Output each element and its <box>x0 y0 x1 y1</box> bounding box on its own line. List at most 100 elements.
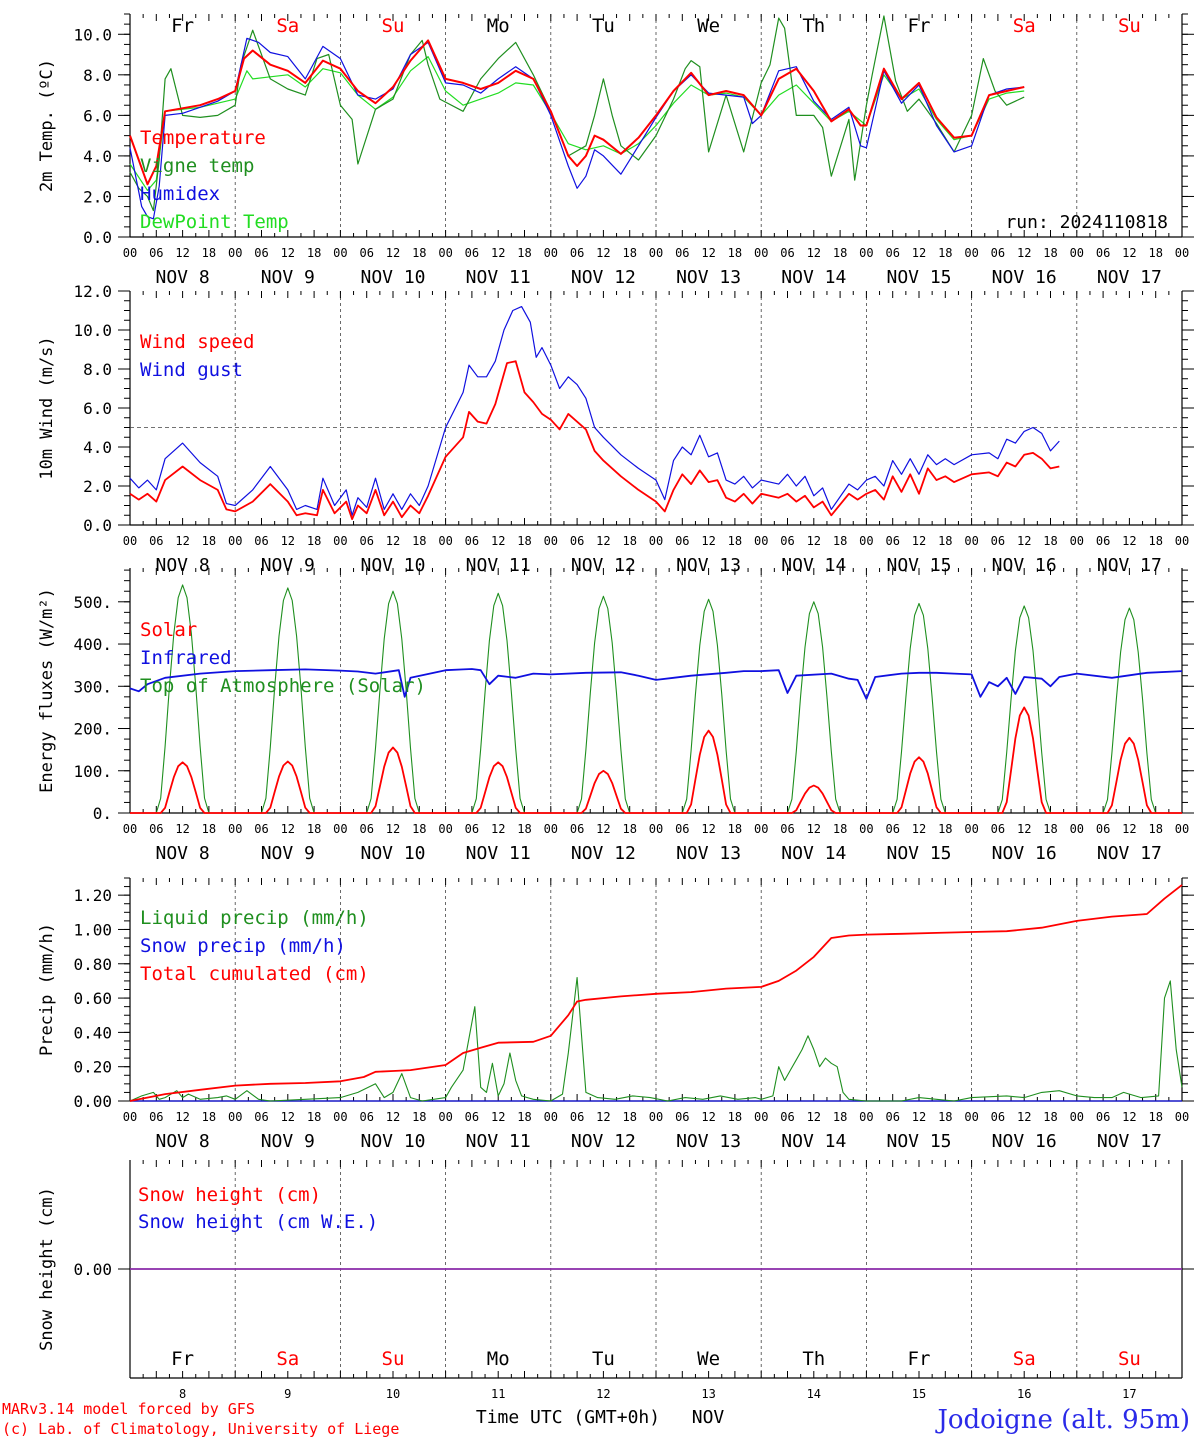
hour-tick-label: 06 <box>675 246 689 260</box>
date-label: NOV 15 <box>886 555 951 576</box>
hour-tick-label: 00 <box>1070 534 1084 548</box>
y-tick-label: 1.20 <box>73 886 112 905</box>
legend-item: Snow precip (mm/h) <box>140 935 346 957</box>
day-name: We <box>697 15 720 37</box>
hour-tick-label: 18 <box>202 1110 216 1124</box>
day-name: Fr <box>171 15 194 37</box>
bottom-day-name: We <box>697 1348 720 1370</box>
hour-tick-label: 18 <box>202 534 216 548</box>
date-label: NOV 11 <box>466 1131 531 1152</box>
y-axis-label: 2m Temp. (ºC) <box>37 59 57 192</box>
date-label: NOV 13 <box>676 1131 741 1152</box>
hour-tick-label: 06 <box>254 1110 268 1124</box>
date-label: NOV 17 <box>1097 1131 1162 1152</box>
legend-item: Snow height (cm W.E.) <box>138 1211 378 1233</box>
hour-tick-label: 12 <box>596 246 610 260</box>
bottom-day-number: 13 <box>701 1387 715 1401</box>
hour-tick-label: 00 <box>544 1110 558 1124</box>
hour-tick-label: 00 <box>123 822 137 836</box>
series-liquid-precip <box>129 976 1183 1102</box>
hour-tick-label: 00 <box>228 822 242 836</box>
hour-tick-label: 06 <box>885 822 899 836</box>
series-total-cumulated <box>129 884 1183 1102</box>
hour-tick-label: 00 <box>333 246 347 260</box>
date-label: NOV 14 <box>781 267 846 288</box>
hour-tick-label: 06 <box>885 246 899 260</box>
hour-tick-label: 00 <box>1070 246 1084 260</box>
hour-tick-label: 06 <box>570 822 584 836</box>
hour-tick-label: 06 <box>885 1110 899 1124</box>
hour-tick-label: 18 <box>938 822 952 836</box>
hour-tick-label: 06 <box>780 246 794 260</box>
hour-tick-label: 00 <box>333 534 347 548</box>
hour-tick-label: 00 <box>1070 822 1084 836</box>
bottom-day-name: Fr <box>908 1348 931 1370</box>
date-label: NOV 12 <box>571 1131 636 1152</box>
hour-tick-label: 00 <box>1175 534 1189 548</box>
date-label: NOV 15 <box>886 267 951 288</box>
hour-tick-label: 06 <box>991 1110 1005 1124</box>
day-name: Tu <box>592 15 615 37</box>
hour-tick-label: 12 <box>701 534 715 548</box>
y-tick-label: 8.0 <box>83 360 112 379</box>
date-label: NOV 12 <box>571 555 636 576</box>
legend-item: Total cumulated (cm) <box>140 963 369 985</box>
bottom-day-name: Th <box>802 1348 825 1370</box>
hour-tick-label: 18 <box>728 246 742 260</box>
legend-item: Wind gust <box>140 359 243 381</box>
hour-tick-label: 06 <box>359 1110 373 1124</box>
date-label: NOV 8 <box>156 1131 210 1152</box>
hour-tick-label: 00 <box>649 822 663 836</box>
hour-tick-label: 12 <box>912 822 926 836</box>
hour-tick-label: 06 <box>570 246 584 260</box>
legend-item: Vigne temp <box>140 155 254 177</box>
hour-tick-label: 12 <box>386 822 400 836</box>
hour-tick-label: 12 <box>596 1110 610 1124</box>
hour-tick-label: 06 <box>991 246 1005 260</box>
hour-tick-label: 06 <box>465 246 479 260</box>
date-label: NOV 13 <box>676 555 741 576</box>
hour-tick-label: 12 <box>701 246 715 260</box>
hour-tick-label: 06 <box>359 822 373 836</box>
hour-tick-label: 06 <box>1096 246 1110 260</box>
hour-tick-label: 00 <box>228 534 242 548</box>
hour-tick-label: 12 <box>281 822 295 836</box>
hour-tick-label: 12 <box>386 1110 400 1124</box>
day-name: Su <box>382 15 405 37</box>
hour-tick-label: 00 <box>859 1110 873 1124</box>
y-tick-label: 2.0 <box>83 477 112 496</box>
y-tick-label: 0.00 <box>73 1260 112 1279</box>
hour-tick-label: 12 <box>386 246 400 260</box>
y-tick-label: 0.80 <box>73 955 112 974</box>
hour-tick-label: 12 <box>491 822 505 836</box>
hour-tick-label: 00 <box>228 246 242 260</box>
day-name: Su <box>1118 15 1141 37</box>
hour-tick-label: 18 <box>202 246 216 260</box>
hour-tick-label: 18 <box>728 534 742 548</box>
date-label: NOV 17 <box>1097 267 1162 288</box>
hour-tick-label: 00 <box>1175 246 1189 260</box>
y-tick-label: 200. <box>73 720 112 739</box>
y-tick-label: 4.0 <box>83 438 112 457</box>
hour-tick-label: 00 <box>964 822 978 836</box>
y-tick-label: 300. <box>73 677 112 696</box>
hour-tick-label: 00 <box>754 534 768 548</box>
hour-tick-label: 18 <box>412 246 426 260</box>
hour-tick-label: 18 <box>728 1110 742 1124</box>
hour-tick-label: 18 <box>938 246 952 260</box>
hour-tick-label: 18 <box>412 534 426 548</box>
hour-tick-label: 06 <box>254 534 268 548</box>
bottom-day-name: Tu <box>592 1348 615 1370</box>
hour-tick-label: 00 <box>333 822 347 836</box>
hour-tick-label: 12 <box>912 534 926 548</box>
hour-tick-label: 12 <box>807 246 821 260</box>
y-tick-label: 0.60 <box>73 989 112 1008</box>
date-label: NOV 17 <box>1097 843 1162 864</box>
hour-tick-label: 00 <box>649 246 663 260</box>
date-label: NOV 11 <box>466 843 531 864</box>
date-label: NOV 10 <box>360 843 425 864</box>
hour-tick-label: 06 <box>675 1110 689 1124</box>
series-dewpoint-temp <box>129 55 1025 191</box>
date-label: NOV 16 <box>992 267 1057 288</box>
hour-tick-label: 12 <box>596 822 610 836</box>
